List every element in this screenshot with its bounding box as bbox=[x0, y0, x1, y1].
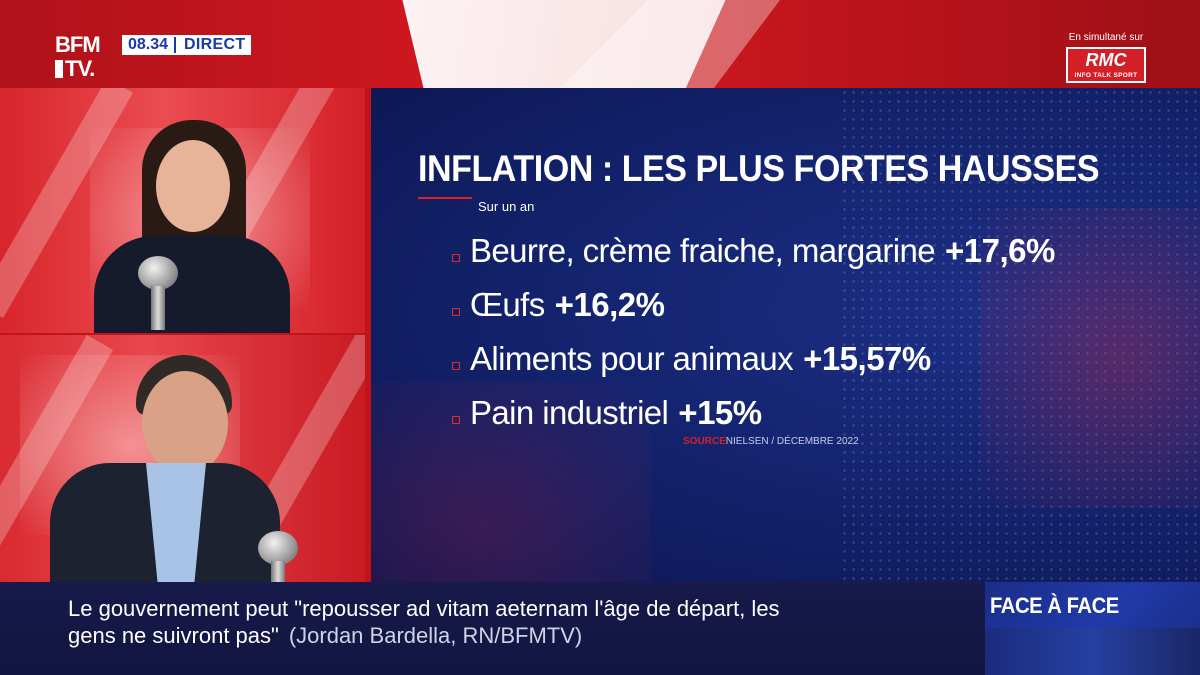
source-label: SOURCE bbox=[683, 436, 726, 447]
camera-guest bbox=[0, 335, 365, 585]
microphone-icon bbox=[258, 531, 298, 585]
bfmtv-logo: BFM TV. bbox=[55, 34, 117, 84]
item-label: Aliments pour animaux bbox=[470, 340, 794, 377]
rmc-logo: RMC INFO TALK SPORT bbox=[1066, 47, 1146, 83]
item-label: Œufs bbox=[470, 286, 545, 323]
source-credit: SOURCENIELSEN / DÉCEMBRE 2022 bbox=[683, 436, 859, 448]
item-value: +16,2% bbox=[554, 286, 665, 323]
face bbox=[156, 140, 230, 232]
item-label: Beurre, crème fraiche, margarine bbox=[470, 232, 936, 269]
source-text: NIELSEN / DÉCEMBRE 2022 bbox=[725, 436, 859, 447]
rmc-tagline: INFO TALK SPORT bbox=[1074, 72, 1138, 79]
headline-line-1: Le gouvernement peut "repousser ad vitam… bbox=[68, 596, 780, 621]
item-value: +15% bbox=[678, 394, 762, 431]
guest-figure bbox=[50, 353, 280, 585]
microphone-icon bbox=[138, 256, 178, 333]
infographic-panel bbox=[368, 88, 1200, 582]
program-tag: FACE À FACE bbox=[985, 582, 1200, 675]
decor-slash bbox=[400, 0, 730, 88]
item-label: Pain industriel bbox=[470, 394, 669, 431]
square-bullet-icon bbox=[452, 416, 460, 424]
shirt bbox=[146, 463, 206, 585]
live-badge: DIRECT bbox=[184, 36, 246, 53]
square-bullet-icon bbox=[452, 308, 460, 316]
face bbox=[142, 371, 228, 475]
square-bullet-icon bbox=[452, 254, 460, 262]
simulcast-block: En simultané sur RMC INFO TALK SPORT bbox=[1064, 32, 1148, 83]
list-item: Pain industriel +15% bbox=[452, 386, 1055, 440]
list-item: Œufs +16,2% bbox=[452, 278, 1055, 332]
headline-line-2: gens ne suivront pas" (Jordan Bardella, R… bbox=[68, 623, 582, 649]
price-increase-list: Beurre, crème fraiche, margarine +17,6% … bbox=[452, 224, 1055, 440]
title-underline bbox=[418, 197, 472, 199]
camera-presenter bbox=[0, 88, 365, 333]
logo-text-top: BFM bbox=[55, 32, 101, 57]
live-clock: 08.34 DIRECT bbox=[122, 35, 252, 55]
headline-quote-end: gens ne suivront pas" bbox=[68, 623, 279, 648]
decor-glow bbox=[371, 382, 651, 582]
infographic-subtitle: Sur un an bbox=[478, 199, 535, 214]
item-value: +15,57% bbox=[803, 340, 931, 377]
infographic-title: INFLATION : LES PLUS FORTES HAUSSES bbox=[418, 148, 1100, 189]
program-name: FACE À FACE bbox=[990, 593, 1119, 618]
simulcast-label: En simultané sur bbox=[1068, 32, 1144, 43]
rmc-logo-text: RMC bbox=[1085, 50, 1127, 70]
decor-glow bbox=[980, 208, 1200, 508]
program-background bbox=[985, 628, 1200, 675]
presenter-figure bbox=[90, 118, 300, 333]
list-item: Beurre, crème fraiche, margarine +17,6% bbox=[452, 224, 1055, 278]
jacket bbox=[94, 236, 290, 333]
decor-dots bbox=[840, 88, 1200, 582]
logo-text-bottom: TV. bbox=[65, 56, 95, 81]
item-value: +17,6% bbox=[945, 232, 1055, 269]
logo-bar bbox=[55, 60, 63, 78]
headline-attribution: (Jordan Bardella, RN/BFMTV) bbox=[288, 623, 583, 648]
clock-time: 08.34 bbox=[122, 37, 177, 53]
list-item: Aliments pour animaux +15,57% bbox=[452, 332, 1055, 386]
square-bullet-icon bbox=[452, 362, 460, 370]
headline-ticker bbox=[0, 582, 985, 675]
